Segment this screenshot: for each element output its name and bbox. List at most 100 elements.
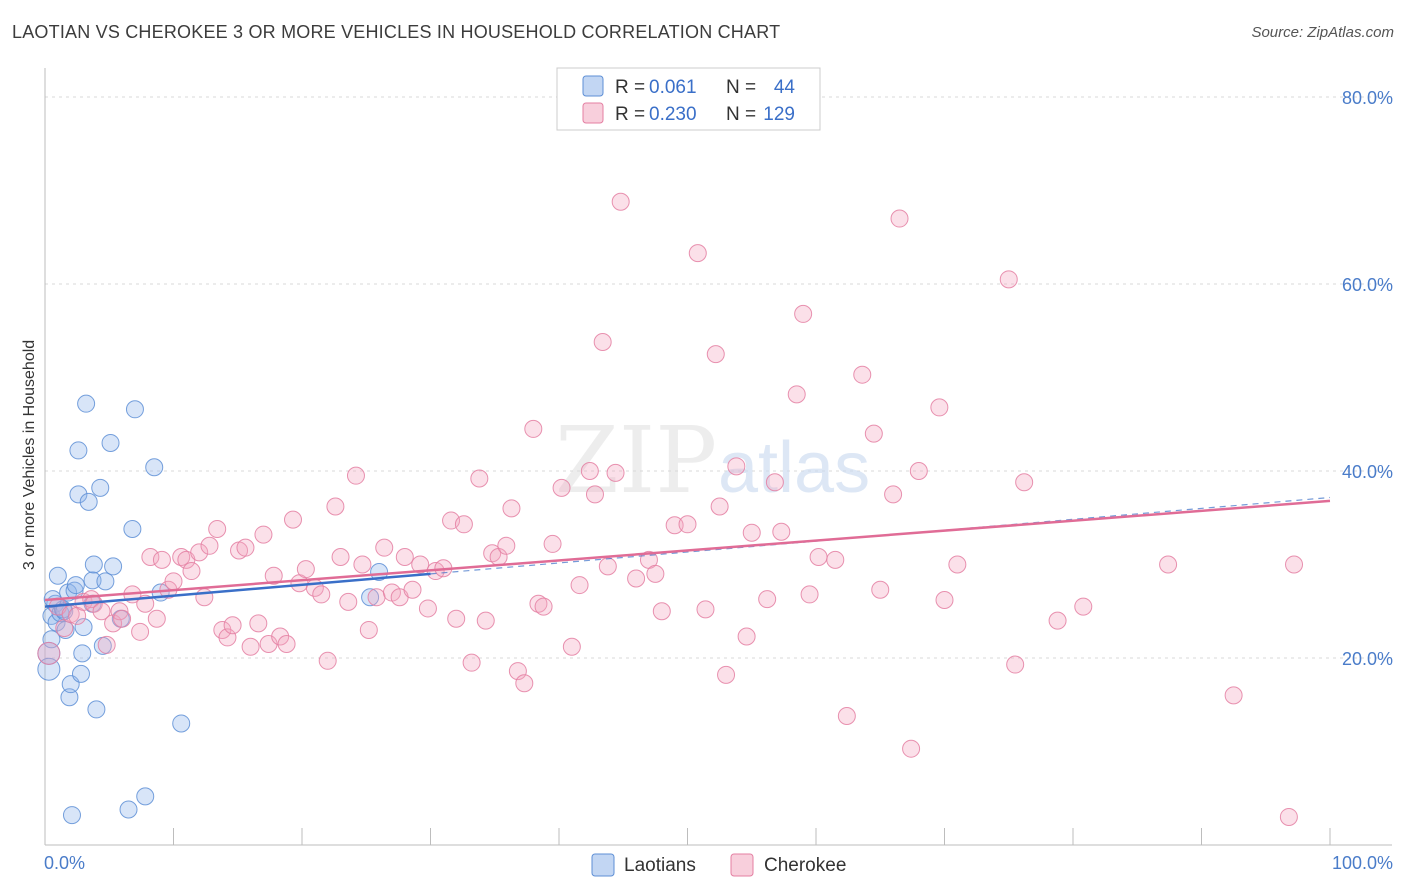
point-cherokee (598, 557, 617, 576)
point-cherokee (1015, 473, 1034, 492)
point-laotians (73, 644, 92, 663)
bottom-legend: Laotians Cherokee (591, 853, 846, 877)
point-cherokee (688, 244, 707, 263)
bottom-legend-label: Laotians (624, 855, 696, 876)
point-laotians (96, 572, 115, 591)
point-cherokee (284, 510, 303, 529)
point-laotians (123, 519, 142, 538)
point-laotians (48, 566, 67, 585)
point-cherokee (182, 562, 201, 581)
point-cherokee (909, 462, 928, 480)
point-laotians (361, 588, 380, 607)
point-laotians (104, 557, 123, 576)
point-cherokee (367, 588, 386, 607)
point-cherokee (611, 192, 630, 211)
point-cherokee (223, 616, 242, 635)
point-cherokee (331, 548, 350, 567)
point-cherokee (580, 462, 599, 480)
point-cherokee (264, 566, 283, 585)
point-cherokee (717, 665, 736, 684)
point-cherokee (552, 478, 571, 497)
point-cherokee (1285, 555, 1304, 574)
watermark-atlas: atlas (718, 428, 870, 508)
point-cherokee (502, 499, 521, 518)
watermark-zip: ZIP (555, 407, 717, 514)
point-cherokee (312, 585, 331, 604)
point-cherokee (97, 635, 116, 654)
source-credit: Source: ZipAtlas.com (1251, 24, 1394, 41)
x-tick-label: 0.0% (44, 853, 85, 873)
point-cherokee (172, 548, 191, 567)
point-cherokee (141, 548, 160, 567)
point-cherokee (447, 609, 466, 628)
legend-n-value: 44 (774, 77, 796, 98)
point-cherokee (200, 536, 219, 555)
y-tick-label: 40.0% (1342, 462, 1393, 482)
point-laotians (145, 458, 164, 477)
point-cherokee (147, 609, 166, 628)
point-cherokee (652, 602, 671, 621)
point-cherokee (1159, 555, 1178, 574)
point-cherokee (131, 622, 150, 641)
point-cherokee (646, 564, 665, 583)
point-laotians (87, 700, 106, 719)
point-laotians (62, 806, 81, 825)
point-cherokee (727, 457, 746, 476)
point-laotians (69, 485, 88, 504)
y-tick-label: 20.0% (1342, 649, 1393, 669)
point-laotians (370, 562, 389, 581)
point-cherokee (164, 572, 183, 591)
point-cherokee (375, 538, 394, 557)
trend-line-laotians (44, 572, 431, 608)
point-laotians (125, 400, 144, 419)
y-tick-label: 60.0% (1342, 275, 1393, 295)
point-cherokee (296, 560, 315, 579)
point-cherokee (665, 516, 684, 535)
legend-n-label: N = (726, 104, 756, 125)
point-cherokee (339, 592, 358, 611)
point-cherokee (826, 550, 845, 569)
point-cherokee (326, 497, 345, 516)
point-cherokee (543, 534, 562, 553)
point-laotians (71, 664, 90, 683)
point-laotians (84, 555, 103, 574)
point-cherokee (742, 523, 761, 542)
point-cherokee (871, 580, 890, 599)
point-cherokee (853, 365, 872, 384)
point-cherokee (152, 550, 171, 569)
point-cherokee (800, 585, 819, 604)
legend-n-value: 129 (763, 104, 795, 125)
point-cherokee (534, 597, 553, 616)
legend-r-value: 0.061 (649, 77, 697, 98)
point-cherokee (254, 525, 273, 544)
point-cherokee (418, 599, 437, 618)
x-tick-label: 100.0% (1332, 853, 1393, 873)
point-cherokee (737, 627, 756, 646)
point-laotians (101, 433, 120, 452)
point-cherokee (758, 590, 777, 609)
point-cherokee (794, 304, 813, 323)
point-cherokee (1074, 597, 1093, 616)
trend-line-cherokee (44, 499, 1331, 602)
legend-r-value: 0.230 (649, 104, 697, 125)
point-cherokee (935, 591, 954, 610)
point-cherokee (346, 466, 365, 485)
chart-title: LAOTIAN VS CHEROKEE 3 OR MORE VEHICLES I… (12, 22, 781, 42)
point-cherokee (110, 602, 129, 621)
point-cherokee (403, 580, 422, 599)
point-laotians (42, 630, 61, 649)
watermark: ZIP atlas (555, 407, 870, 514)
point-cherokee (249, 614, 268, 633)
point-cherokee (948, 555, 967, 574)
point-laotians (60, 688, 79, 707)
point-cherokee (359, 620, 378, 639)
point-cherokee (529, 594, 548, 613)
point-cherokee (271, 627, 290, 646)
point-cherokee (890, 209, 909, 228)
legend-r-label: R = (615, 77, 645, 98)
point-cherokee (1006, 655, 1025, 674)
legend-swatch (582, 102, 604, 124)
point-cherokee (765, 473, 784, 492)
point-cherokee (562, 637, 581, 656)
point-cherokee (208, 519, 227, 538)
